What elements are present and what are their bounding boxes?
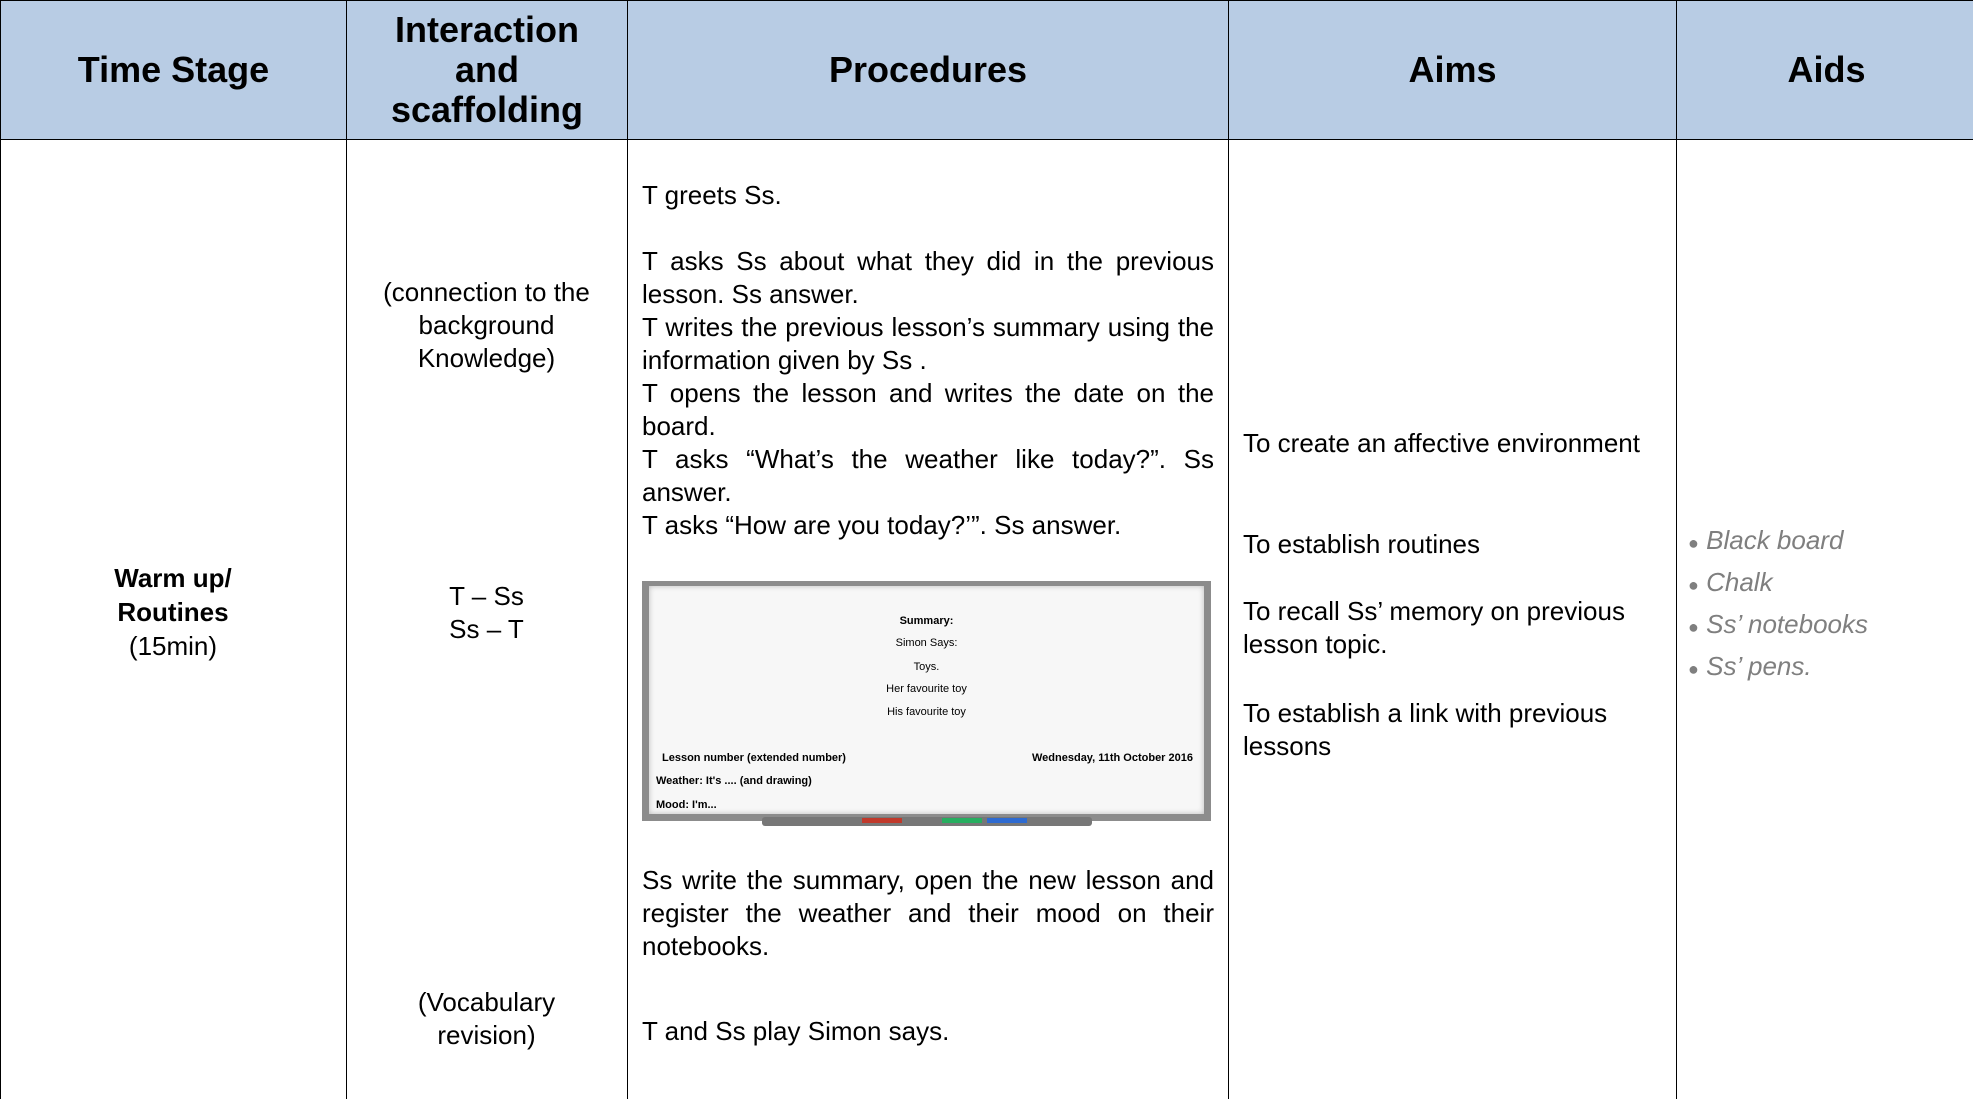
header-cell: Aims	[1228, 0, 1676, 139]
header-text: Interaction and scaffolding	[390, 9, 583, 130]
header-text: Aims	[1408, 49, 1497, 90]
procedure-text: T greets Ss.	[642, 180, 782, 210]
procedure-text: T writes the previous lesson’s summary u…	[642, 312, 1214, 375]
aid-item: ● Black board	[1688, 525, 1844, 555]
marker	[862, 818, 902, 823]
interaction-note: (Vocabulary revision)	[417, 987, 556, 1050]
header-text: Time Stage	[77, 49, 270, 90]
aids-list: ● Black board ● Chalk ● Ss’ notebooks ● …	[1688, 521, 1868, 689]
marker	[942, 818, 982, 823]
aid-text: Ss’ notebooks	[1706, 609, 1868, 639]
header-text: Procedures	[828, 49, 1028, 90]
header-cell: Time Stage	[0, 0, 346, 139]
procedure-text: T asks Ss about what they did in the pre…	[642, 246, 1214, 309]
whiteboard-text: Lesson number (extended number)	[662, 752, 846, 764]
whiteboard-text: Weather: It's .... (and drawing)	[656, 775, 812, 787]
whiteboard-text: Mood: I'm...	[656, 799, 717, 811]
whiteboard-text: Summary:	[899, 615, 954, 627]
procedure-text: T asks “How are you today?’”. Ss answer.	[642, 510, 1122, 540]
procedure-text: T and Ss play Simon says.	[642, 1016, 950, 1046]
whiteboard-text: Wednesday, 11th October 2016	[1032, 752, 1193, 764]
aid-text: Black board	[1706, 525, 1844, 555]
procedure-text: T asks “What’s the weather like today?”.…	[642, 444, 1214, 507]
interaction-note: (connection to the background Knowledge)	[383, 277, 590, 373]
body-cell	[346, 139, 627, 1099]
whiteboard-text: Toys.	[913, 661, 940, 673]
whiteboard-text: His favourite toy	[887, 706, 966, 718]
whiteboard-text: Simon Says:	[895, 637, 958, 649]
aid-item: ● Ss’ pens.	[1688, 651, 1812, 681]
body-cell	[1676, 139, 1973, 1099]
marker	[987, 818, 1027, 823]
aid-text: Chalk	[1706, 567, 1773, 597]
whiteboard-tray	[762, 817, 1092, 826]
procedure-text: T opens the lesson and writes the date o…	[642, 378, 1214, 441]
stage-duration: (15min)	[128, 631, 218, 661]
aim: To recall Ss’ memory on previous lesson …	[1243, 596, 1625, 659]
whiteboard-image: Summary: Simon Says: Toys. Her favourite…	[642, 581, 1211, 841]
stage-title: Warm up/	[114, 563, 232, 593]
aim: To establish a link with previous lesson…	[1243, 698, 1608, 761]
aid-item: ● Chalk	[1688, 567, 1773, 597]
body-cell	[0, 139, 346, 1099]
interaction-pattern: Ss – T	[449, 614, 524, 644]
interaction-pattern: T – Ss	[449, 581, 524, 611]
header-text: Aids	[1787, 49, 1866, 90]
procedure-text: Ss write the summary, open the new lesso…	[642, 865, 1214, 961]
procedure-steps: T asks Ss about what they did in the pre…	[642, 245, 1214, 542]
header-cell: Interaction and scaffolding	[346, 0, 627, 139]
header-cell: Aids	[1676, 0, 1973, 139]
whiteboard-frame	[642, 581, 1211, 821]
aid-text: Ss’ pens.	[1706, 651, 1812, 681]
aim: To establish routines	[1243, 529, 1481, 559]
stage-title: Routines	[117, 597, 229, 627]
aim: To create an affective environment	[1243, 428, 1640, 458]
header-cell: Procedures	[627, 0, 1228, 139]
aid-item: ● Ss’ notebooks	[1688, 609, 1868, 639]
body-cell	[1228, 139, 1676, 1099]
body-cell	[627, 139, 1228, 1099]
whiteboard-text: Her favourite toy	[886, 683, 967, 695]
